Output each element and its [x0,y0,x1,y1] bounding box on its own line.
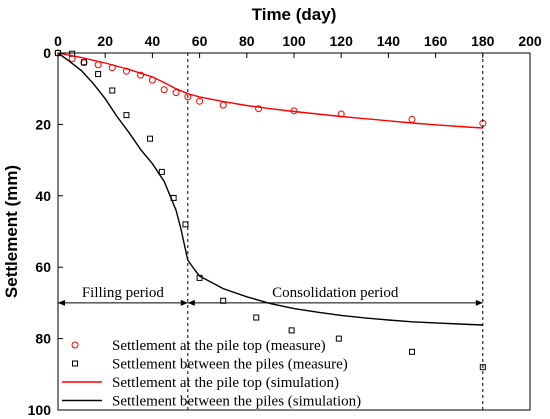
legend-entry-label: Settlement at the pile top (measure) [112,338,326,354]
legend-entry-label: Settlement between the piles (measure) [112,357,348,373]
data-point-1 [182,221,189,228]
x-tick-label: 160 [424,33,448,49]
x-tick-label: 60 [192,33,208,49]
x-tick-label: 120 [330,33,354,49]
series-line-2 [57,52,483,129]
data-point-0 [408,115,416,123]
data-point-1 [95,71,102,78]
arrow-head-right [475,299,483,306]
data-point-1 [123,112,130,119]
x-tick-label: 80 [239,33,255,49]
period-label: Consolidation period [272,285,399,301]
x-axis-title: Time (day) [252,5,337,24]
legend-key-marker [72,360,78,367]
x-tick-label: 200 [518,33,542,49]
plot-marks [54,49,487,410]
data-point-1 [253,314,260,321]
data-point-1 [288,327,295,334]
data-point-1 [158,168,165,175]
period-label: Filling period [82,285,165,301]
y-tick-label: 100 [28,402,52,418]
data-point-1 [109,87,116,94]
data-point-0 [196,97,204,105]
y-tick-label: 80 [35,331,51,347]
x-tick-label: 100 [282,33,306,49]
x-tick-label: 20 [97,33,113,49]
arrow-head-right [180,299,188,306]
x-tick-label: 140 [377,33,401,49]
x-tick-label: 40 [145,33,161,49]
legend-entry-label: Settlement between the piles (simulation… [112,394,361,410]
x-tick-label: 0 [54,33,62,49]
data-point-0 [172,89,180,97]
y-axis-title: Settlement (mm) [2,165,21,298]
data-point-0 [160,86,168,94]
series-line-3 [57,52,483,326]
legend-entry-label: Settlement at the pile top (simulation) [112,375,339,391]
data-point-1 [80,59,87,66]
arrow-head-left [58,299,65,306]
y-tick-label: 60 [35,259,51,275]
y-tick-label: 20 [35,116,51,132]
y-tick-label: 0 [43,45,51,61]
data-point-0 [137,71,145,79]
x-tick-label: 180 [471,33,495,49]
data-point-0 [94,61,102,69]
period-annotations: Filling period Consolidation period [58,285,483,306]
legend-key-marker [71,341,79,349]
legend: Settlement at the pile top (measure) Sett… [62,338,361,410]
data-point-1 [335,335,342,342]
arrow-head-left [187,299,195,306]
data-point-0 [219,101,227,109]
data-point-1 [409,348,415,355]
axes: 0 20 40 60 80 100 120 140 160 180 200 0 20 40 60 80 100 [28,33,542,418]
data-point-0 [255,105,263,113]
data-point-1 [147,135,154,142]
y-tick-label: 40 [35,188,51,204]
data-point-1 [479,364,486,371]
